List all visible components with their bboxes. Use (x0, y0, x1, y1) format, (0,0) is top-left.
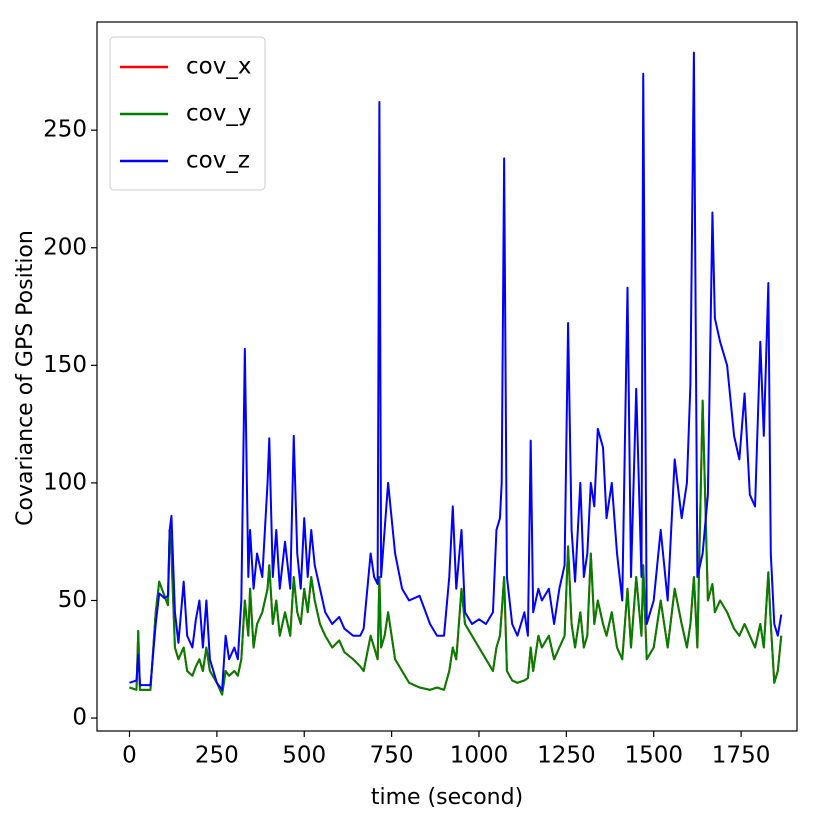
x-tick-label: 0 (122, 743, 137, 769)
x-tick-label: 750 (370, 743, 414, 769)
y-tick-label: 0 (72, 705, 87, 731)
x-tick-label: 250 (195, 743, 239, 769)
x-axis-label: time (second) (371, 785, 523, 810)
series-line (129, 399, 783, 696)
plot-frame (96, 21, 798, 732)
legend-label: cov_y (186, 101, 251, 127)
legend-label: cov_z (186, 148, 250, 174)
series-line (129, 51, 783, 691)
x-tick-label: 500 (282, 743, 326, 769)
x-tick-label: 1500 (624, 743, 683, 769)
legend-box (109, 36, 266, 191)
y-tick-label: 150 (43, 352, 87, 378)
y-axis-label: Covariance of GPS Position (13, 230, 38, 526)
x-tick-label: 1750 (712, 743, 771, 769)
y-tick-label: 50 (58, 587, 87, 613)
x-tick-label: 1000 (450, 743, 509, 769)
y-tick-label: 100 (43, 469, 87, 495)
y-tick-label: 250 (43, 117, 87, 143)
y-tick-label: 200 (43, 234, 87, 260)
x-tick-label: 1250 (537, 743, 596, 769)
legend-label: cov_x (186, 54, 251, 80)
